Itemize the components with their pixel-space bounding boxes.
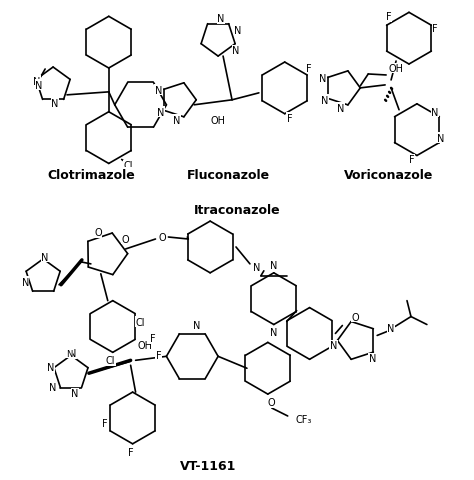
Text: OH: OH — [389, 64, 403, 74]
Text: N: N — [71, 388, 79, 398]
Text: N: N — [192, 320, 200, 330]
Text: N: N — [321, 96, 328, 106]
Text: N: N — [431, 108, 438, 118]
Text: Cl: Cl — [106, 356, 116, 366]
Text: N: N — [368, 354, 376, 363]
Text: N: N — [21, 277, 29, 287]
Text: Clotrimazole: Clotrimazole — [47, 168, 135, 181]
Text: Voriconazole: Voriconazole — [345, 168, 434, 181]
Text: OH: OH — [210, 116, 226, 125]
Text: N: N — [270, 260, 277, 270]
Text: N: N — [173, 116, 180, 125]
Text: F: F — [386, 12, 392, 22]
Text: N: N — [51, 98, 59, 108]
Text: N: N — [157, 108, 164, 118]
Text: F: F — [102, 418, 108, 428]
Text: N: N — [155, 86, 162, 96]
Text: O: O — [122, 235, 129, 244]
Text: N: N — [337, 104, 344, 114]
Text: N: N — [36, 81, 43, 91]
Text: F: F — [287, 113, 292, 123]
Text: N: N — [218, 14, 225, 24]
Text: VT-1161: VT-1161 — [180, 459, 237, 472]
Text: N: N — [319, 74, 326, 84]
Text: N: N — [49, 383, 57, 392]
Text: N: N — [387, 324, 395, 334]
Text: N: N — [232, 46, 240, 56]
Text: F: F — [128, 447, 134, 457]
Text: N: N — [270, 328, 277, 338]
Text: F: F — [150, 334, 155, 344]
Text: O: O — [159, 232, 166, 242]
Text: O: O — [352, 312, 359, 322]
Text: N: N — [41, 252, 49, 263]
Text: F: F — [432, 24, 438, 34]
Text: N: N — [66, 349, 72, 358]
Text: F: F — [155, 350, 161, 360]
Text: O: O — [268, 397, 275, 407]
Text: Itraconazole: Itraconazole — [194, 203, 280, 216]
Text: Cl: Cl — [136, 317, 146, 327]
Text: Cl: Cl — [124, 161, 133, 171]
Text: F: F — [306, 64, 311, 74]
Text: CF₃: CF₃ — [295, 414, 312, 424]
Text: F: F — [409, 155, 415, 165]
Text: N: N — [330, 341, 337, 351]
Text: N: N — [34, 77, 41, 87]
Text: Fluconazole: Fluconazole — [186, 168, 270, 181]
Text: N: N — [69, 348, 77, 359]
Text: O: O — [94, 228, 101, 238]
Text: N: N — [437, 133, 445, 144]
Text: N: N — [234, 26, 242, 36]
Text: OH: OH — [137, 341, 152, 351]
Text: N: N — [253, 262, 261, 272]
Text: N: N — [47, 362, 55, 372]
